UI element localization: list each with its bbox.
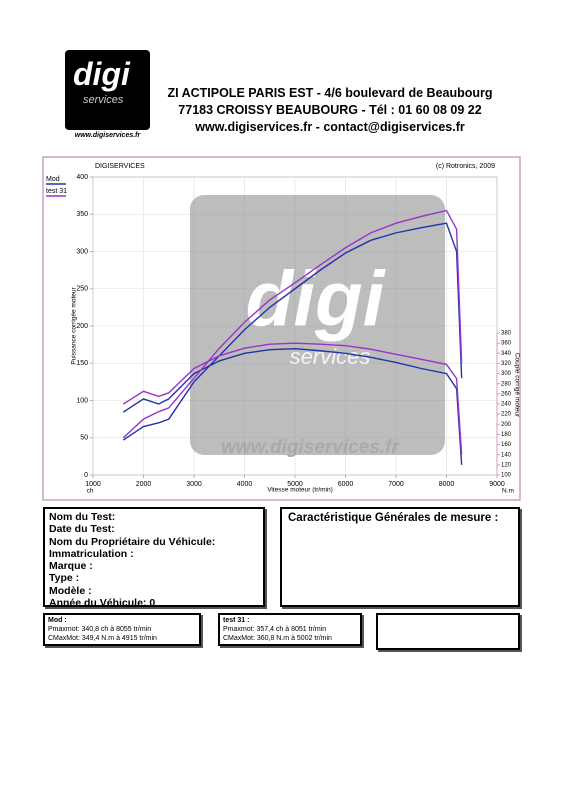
result-box: test 31 : Pmaxmot: 357,4 ch à 8051 tr/min… [218, 613, 362, 646]
y2-tick-label: 120 [501, 462, 512, 468]
y-tick-label: 250 [76, 286, 88, 293]
watermark-box [190, 195, 445, 455]
torque-line [122, 342, 463, 455]
info-field: Type : [49, 572, 80, 585]
x-tick-label: 9000 [489, 481, 505, 488]
y2-tick-label: 140 [501, 452, 512, 458]
measure-title: Caractéristique Générales de mesure : [288, 512, 499, 524]
watermark-url: www.digiservices.fr [221, 437, 400, 458]
y-axis-label: Puissance corrigée moteur [71, 287, 78, 365]
y-tick-label: 400 [76, 174, 88, 181]
result-box: Mod : Pmaxmot: 340,8 ch à 8055 tr/min CMax… [43, 613, 201, 646]
y2-tick-label: 240 [501, 402, 512, 408]
y2-tick-label: 160 [501, 442, 512, 448]
watermark: digi services www.digiservices.fr [190, 195, 445, 458]
x-tick-label: 2000 [136, 481, 152, 488]
result-power: Pmaxmot: 340,8 ch à 8055 tr/min [48, 626, 152, 633]
x-tick-label: 7000 [388, 481, 404, 488]
header-line: www.digiservices.fr - contact@digiservic… [195, 120, 465, 134]
y2-tick-label: 260 [501, 391, 512, 397]
y-tick-label: 350 [76, 211, 88, 218]
measure-box: Caractéristique Générales de mesure : [280, 507, 520, 607]
logo-box: digi services [65, 50, 150, 130]
result-torque: CMaxMot: 349,4 N.m à 4915 tr/min [48, 635, 157, 642]
y2-tick-label: 380 [501, 331, 512, 337]
y2-tick-label: 100 [501, 473, 512, 479]
info-field: Année du Véhicule: 0 [49, 597, 156, 610]
y-tick-label: 100 [76, 397, 88, 404]
result-name: test 31 : [223, 617, 250, 624]
x-tick-label: 8000 [439, 481, 455, 488]
info-field: Immatriculation : [49, 547, 134, 560]
y2-tick-label: 280 [501, 381, 512, 387]
legend-label: test 31 [46, 188, 67, 195]
y2-tick-label: 360 [501, 341, 512, 347]
info-field: Nom du Test: [49, 511, 116, 523]
header-line: ZI ACTIPOLE PARIS EST - 4/6 boulevard de… [167, 86, 493, 100]
y2-tick-label: 220 [501, 412, 512, 418]
x-tick-label: 4000 [237, 481, 253, 488]
x-tick-label: 3000 [186, 481, 202, 488]
watermark-logo: digi [246, 255, 386, 343]
info-field: Modèle : [49, 584, 92, 597]
y2-tick-label: 300 [501, 371, 512, 377]
y-tick-label: 50 [80, 435, 88, 442]
result-torque: CMaxMot: 360,8 N.m à 5002 tr/min [223, 635, 332, 642]
y-tick-label: 150 [76, 360, 88, 367]
empty-box [376, 613, 520, 650]
info-fields: Nom du Test: Date du Test: Nom du Propriét… [45, 509, 263, 611]
result-power: Pmaxmot: 357,4 ch à 8051 tr/min [223, 626, 327, 633]
x-tick-label: 6000 [338, 481, 354, 488]
power-line [122, 222, 463, 441]
y2-tick-label: 340 [501, 351, 512, 357]
logo-sub: services [83, 94, 124, 106]
y2-unit: N.m [502, 488, 514, 495]
logo-url: www.digiservices.fr [74, 132, 141, 139]
y-tick-label: 0 [84, 472, 88, 479]
y-tick-label: 200 [76, 323, 88, 330]
info-field: Nom du Propriétaire du Véhicule: [49, 535, 216, 548]
y2-tick-label: 180 [501, 432, 512, 438]
chart-title: DIGISERVICES [95, 163, 145, 170]
copyright: (c) Rotronics, 2009 [436, 163, 495, 170]
y2-tick-label: 320 [501, 361, 512, 367]
power-line [122, 209, 463, 439]
x-tick-label: 1000 [85, 481, 101, 488]
y-unit: ch [87, 488, 94, 495]
info-box: Nom du Test: Date du Test: Nom du Propriét… [43, 507, 265, 609]
x-axis-label: Vitesse moteur (tr/min) [267, 487, 333, 494]
y2-axis-label: Couple corrigé moteur [513, 353, 520, 418]
y-tick-label: 300 [76, 248, 88, 255]
legend-label: Mod [46, 176, 60, 183]
torque-line [122, 348, 463, 465]
result-name: Mod : [48, 617, 67, 624]
info-field: Marque : [49, 560, 93, 573]
y2-tick-label: 200 [501, 422, 512, 428]
x-tick-label: 5000 [287, 481, 303, 488]
info-field: Date du Test: [49, 523, 115, 536]
header-line: 77183 CROISSY BEAUBOURG - Tél : 01 60 08… [178, 103, 482, 117]
chart: digi services www.digiservices.fr DIGISE… [42, 156, 521, 501]
logo: digi [73, 56, 130, 92]
